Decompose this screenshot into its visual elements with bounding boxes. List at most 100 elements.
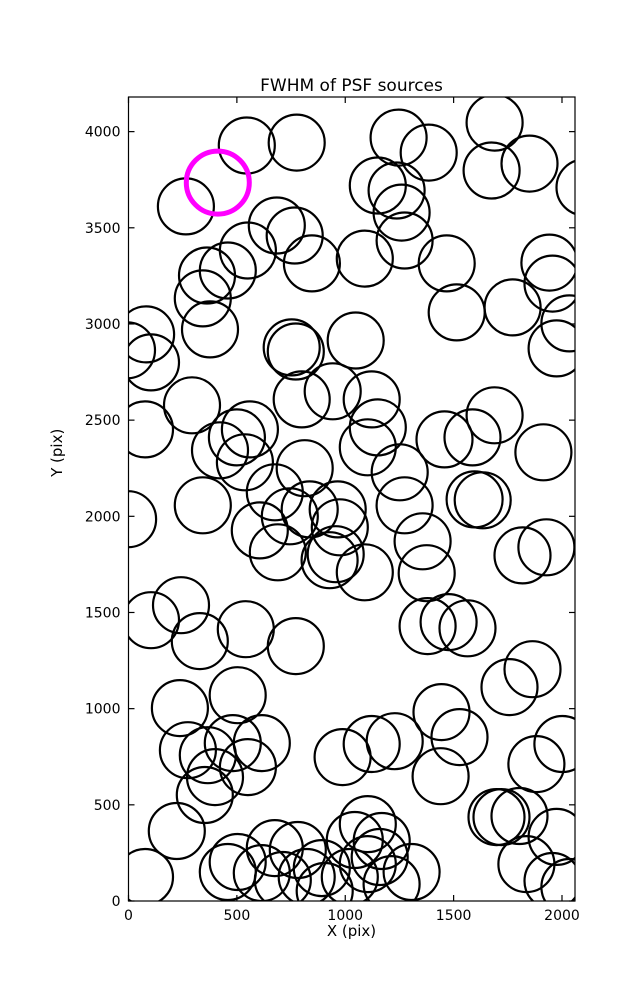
- psf-circle: [497, 834, 556, 894]
- psf-circle: [313, 727, 372, 787]
- psf-circle: [177, 246, 237, 305]
- y-tick-label: 2000: [85, 509, 121, 525]
- psf-circle: [208, 832, 267, 892]
- psf-circle: [190, 421, 250, 480]
- psf-circle: [175, 765, 234, 825]
- psf-circle: [320, 847, 379, 901]
- psf-circle: [170, 611, 229, 671]
- psf-circle: [503, 640, 562, 699]
- y-tick-label: 4000: [85, 125, 121, 141]
- psf-circle: [308, 480, 367, 539]
- psf-circle: [128, 400, 175, 459]
- psf-circle: [128, 847, 175, 901]
- psf-circle: [268, 820, 327, 880]
- y-tick-label: 500: [94, 798, 121, 814]
- psf-circle: [369, 108, 428, 167]
- psf-circle: [338, 834, 397, 894]
- psf-circle: [150, 678, 209, 738]
- psf-circle: [128, 490, 158, 549]
- psf-circle: [220, 400, 279, 459]
- psf-circle: [465, 97, 524, 152]
- psf-circle: [306, 525, 365, 584]
- psf-circle: [247, 196, 306, 255]
- psf-circle: [342, 714, 401, 774]
- psf-circle: [342, 370, 401, 429]
- psf-circle: [397, 544, 456, 603]
- psf-circle: [185, 747, 245, 807]
- psf-circle: [303, 362, 362, 421]
- psf-circle: [419, 592, 478, 652]
- y-tick-label: 3000: [85, 317, 121, 333]
- psf-circle: [180, 300, 240, 359]
- psf-circle: [399, 123, 458, 182]
- y-tick-label: 0: [112, 894, 121, 910]
- psf-circle: [375, 476, 434, 535]
- psf-circle: [275, 439, 334, 498]
- psf-circle: [266, 322, 325, 381]
- x-tick-label: 1000: [327, 908, 363, 924]
- psf-circle: [514, 423, 573, 482]
- psf-circle: [151, 576, 211, 635]
- psf-circle: [483, 278, 542, 337]
- psf-circle: [465, 386, 524, 445]
- psf-circle: [411, 747, 470, 806]
- tick-marks: [127, 97, 575, 902]
- x-tick-label: 500: [224, 908, 251, 924]
- psf-circle: [493, 526, 552, 585]
- psf-circle: [207, 408, 266, 467]
- psf-circle: [533, 714, 575, 774]
- psf-circle: [555, 159, 575, 215]
- psf-circle: [277, 847, 336, 901]
- psf-circle: [338, 794, 397, 854]
- psf-circle: [472, 787, 531, 847]
- psf-circle: [362, 855, 421, 901]
- y-tick-label: 2500: [85, 413, 121, 429]
- y-tick-label: 1000: [85, 702, 121, 718]
- psf-circle: [372, 183, 431, 242]
- psf-circle: [480, 657, 539, 717]
- axes-frame: [127, 96, 576, 902]
- psf-circle: [490, 786, 549, 846]
- psf-circle: [523, 851, 575, 901]
- psf-circle: [438, 599, 497, 658]
- psf-circle: [335, 543, 394, 602]
- psf-circle: [417, 234, 476, 293]
- psf-circle: [453, 471, 512, 530]
- x-tick-label: 1500: [436, 908, 472, 924]
- psf-circle: [398, 596, 457, 656]
- psf-circle: [266, 616, 325, 676]
- psf-circle: [412, 682, 471, 742]
- psf-circle: [173, 269, 232, 328]
- psf-circle: [253, 850, 312, 901]
- psf-circle: [338, 418, 397, 477]
- psf-circle: [507, 734, 566, 794]
- psf-circle: [267, 113, 326, 172]
- psf-circle: [248, 523, 307, 582]
- highlighted-psf-circle: [183, 148, 252, 217]
- psf-circle: [128, 305, 176, 364]
- psf-circle: [280, 480, 339, 539]
- psf-circle: [527, 319, 575, 378]
- psf-circle: [310, 498, 369, 557]
- psf-circle: [147, 801, 206, 861]
- psf-circle: [128, 321, 157, 380]
- psf-circle: [500, 134, 559, 193]
- psf-circle: [540, 294, 575, 353]
- psf-circle: [208, 666, 267, 725]
- psf-circle: [232, 713, 291, 773]
- psf-circle: [262, 318, 321, 377]
- psf-circle: [272, 370, 331, 429]
- psf-circle: [232, 844, 291, 901]
- psf-circle: [335, 229, 394, 288]
- psf-circle: [350, 827, 409, 887]
- psf-circle: [523, 254, 575, 313]
- psf-circle: [540, 857, 575, 901]
- psf-circle: [382, 842, 441, 901]
- x-axis-label: X (pix): [326, 922, 377, 940]
- psf-circle: [427, 283, 486, 342]
- psf-circle: [467, 787, 526, 847]
- psf-circle: [162, 376, 222, 435]
- psf-circle: [215, 433, 274, 492]
- psf-circle: [443, 408, 502, 467]
- y-tick-label: 3500: [85, 221, 121, 237]
